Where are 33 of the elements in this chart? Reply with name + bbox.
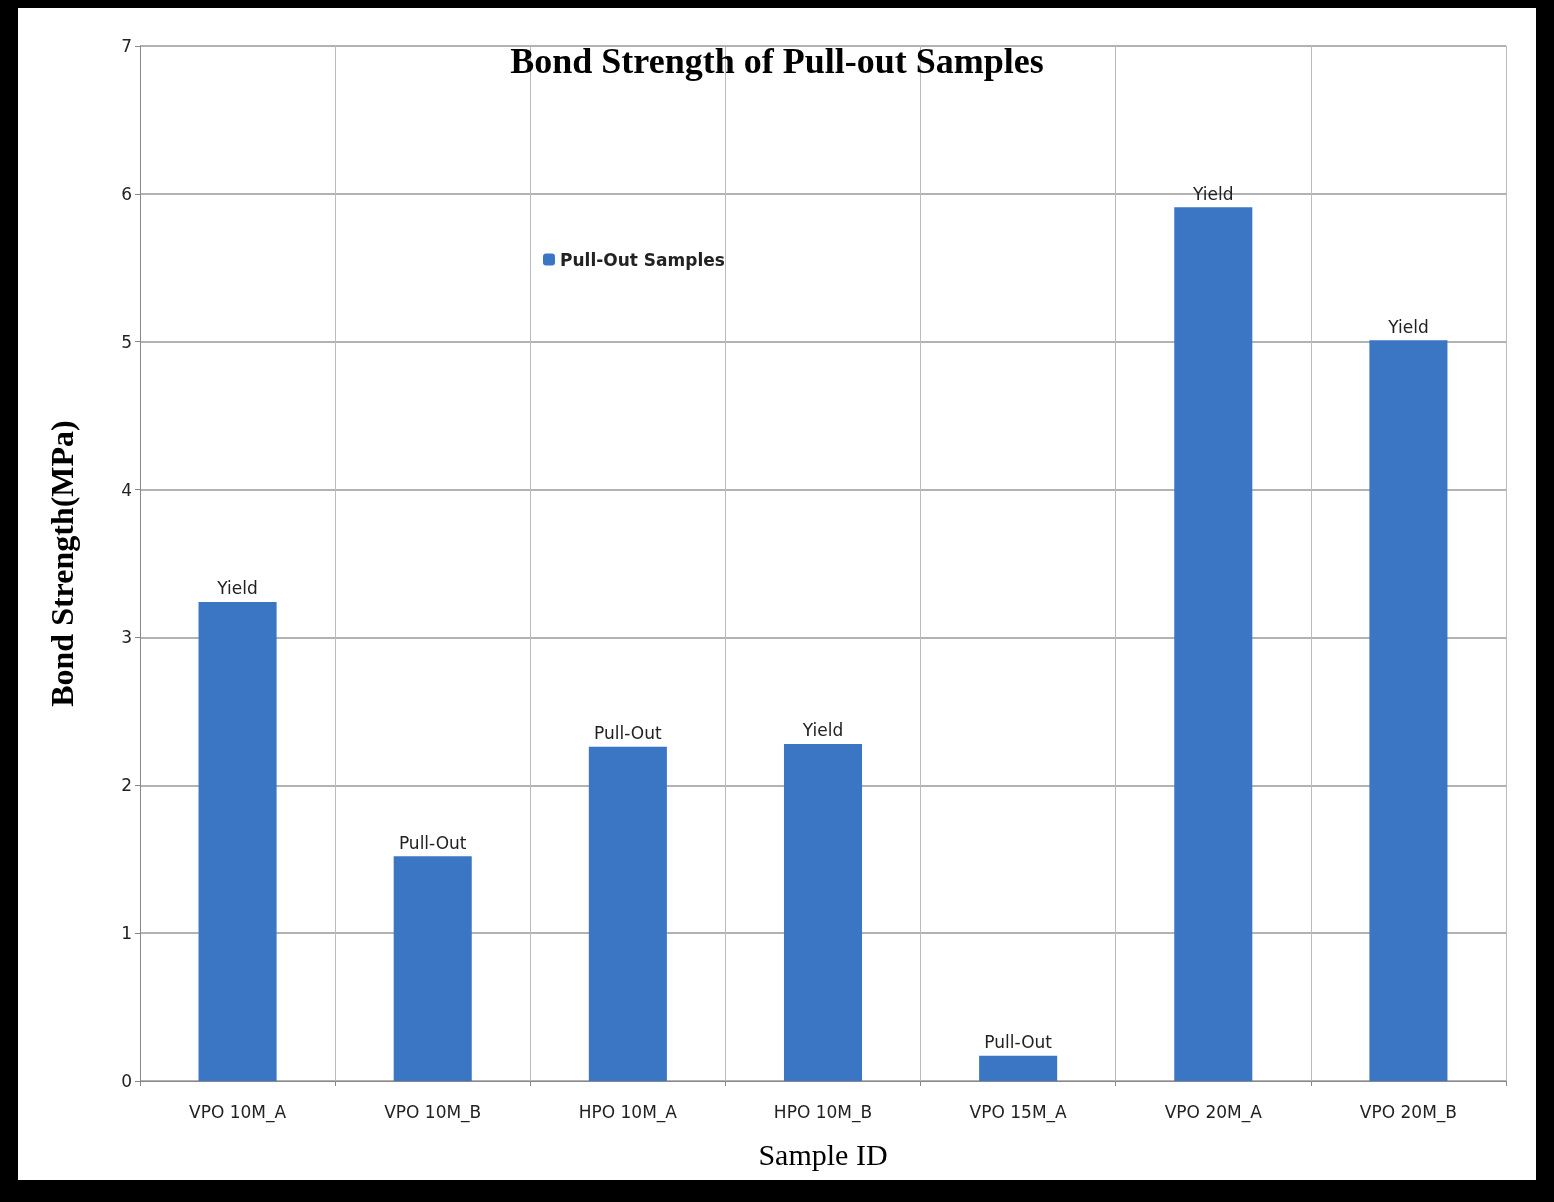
x-axis-title: Sample ID [758,1137,888,1171]
bar [588,746,667,1081]
y-tick-label: 5 [121,331,132,352]
x-tick-label: VPO 20M_B [1359,1101,1457,1123]
bar [783,743,863,1081]
x-tick-label: VPO 15M_A [969,1101,1068,1123]
x-tick-label: HPO 10M_B [773,1101,873,1123]
bar [979,1055,1058,1081]
y-tick-label: 6 [121,183,132,204]
bar [1174,207,1253,1081]
data-label: Yield [1192,183,1234,204]
y-tick-label: 3 [121,627,132,648]
data-label: Pull-Out [984,1032,1053,1053]
bar [1369,340,1448,1081]
data-label: Pull-Out [398,832,467,853]
y-tick-label: 4 [121,479,132,500]
y-axis-title: Bond Strength(MPa) [44,420,80,707]
y-tick-label: 7 [121,36,132,56]
chart-title: Bond Strength of Pull-out Samples [510,41,1044,81]
x-tick-label: VPO 20M_A [1164,1101,1263,1123]
y-tick-label: 2 [121,775,132,796]
bar [198,601,277,1081]
y-tick-label: 1 [121,923,132,944]
data-label: Pull-Out [594,723,662,744]
data-label: Yield [216,578,258,599]
legend-label: Pull-Out Samples [560,249,725,270]
bar [393,856,472,1081]
x-tick-label: HPO 10M_A [578,1101,678,1123]
x-tick-label: VPO 10M_B [384,1101,482,1123]
data-label: Yield [801,720,844,741]
data-label: Yield [1387,316,1429,337]
x-tick-label: VPO 10M_A [189,1101,287,1123]
y-tick-label: 0 [121,1071,132,1091]
